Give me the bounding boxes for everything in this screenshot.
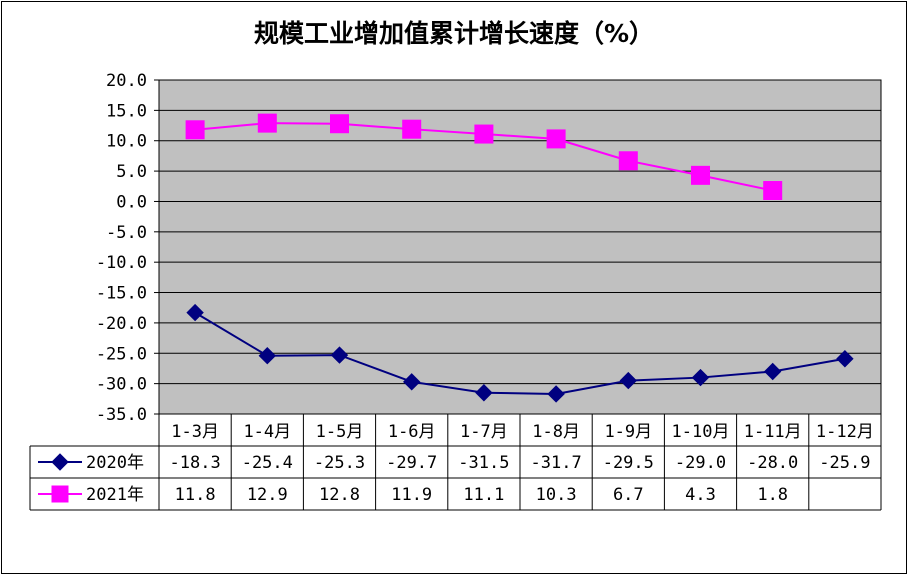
data-point-diamond (763, 362, 782, 381)
data-point-diamond (836, 350, 854, 368)
x-category-label: 1-10月 (672, 422, 730, 442)
x-category-label: 1-12月 (816, 422, 874, 442)
data-cell: -28.0 (747, 453, 798, 473)
y-tick-label: -25.0 (96, 344, 147, 364)
data-cell: 11.8 (175, 485, 216, 505)
data-cell: 6.7 (613, 485, 644, 505)
data-cell: -25.3 (314, 453, 365, 473)
x-category-label: 1-9月 (604, 422, 652, 442)
data-point-diamond (475, 384, 493, 402)
y-tick-label: -10.0 (96, 253, 147, 273)
data-point-square (185, 120, 205, 140)
data-point-diamond (330, 346, 349, 364)
data-cell: -25.9 (819, 453, 870, 473)
data-cell: 10.3 (536, 485, 577, 505)
data-point-diamond (619, 371, 638, 390)
data-point-diamond (402, 373, 421, 391)
data-point-square (691, 165, 710, 185)
data-cell: 11.9 (391, 485, 432, 505)
legend-marker-square (51, 485, 69, 503)
y-tick-label: -15.0 (96, 284, 147, 304)
y-tick-label: 10.0 (106, 132, 147, 152)
data-cell: -18.3 (170, 453, 221, 473)
x-category-label: 1-7月 (460, 422, 508, 442)
legend-marker-diamond (51, 453, 69, 471)
data-cell: 11.1 (463, 485, 504, 505)
x-category-label: 1-5月 (316, 422, 364, 442)
y-tick-label: 0.0 (116, 192, 147, 212)
data-point-diamond (186, 303, 204, 322)
y-tick-label: -20.0 (96, 314, 147, 334)
data-cell: 12.9 (247, 485, 288, 505)
x-category-label: 1-4月 (243, 422, 291, 442)
data-point-square (474, 124, 494, 144)
data-point-square (402, 119, 422, 139)
data-cell: -31.5 (458, 453, 509, 473)
data-cell: -29.0 (675, 453, 726, 473)
y-tick-label: 15.0 (106, 101, 147, 121)
data-point-square (330, 114, 349, 134)
x-category-label: 1-11月 (744, 422, 802, 442)
data-point-square (257, 113, 277, 133)
x-category-label: 1-3月 (171, 422, 219, 442)
chart-title: 规模工业增加值累计增长速度（%） (253, 19, 655, 48)
legend-label: 2021年 (86, 485, 144, 505)
data-point-diamond (691, 368, 710, 387)
data-cell: 4.3 (685, 485, 716, 505)
data-point-square (618, 151, 638, 171)
y-tick-label: 20.0 (106, 71, 147, 91)
data-point-square (763, 181, 783, 201)
data-point-diamond (258, 346, 277, 365)
data-cell: 12.8 (319, 485, 360, 505)
y-tick-label: -35.0 (96, 405, 147, 425)
data-point-square (546, 129, 566, 149)
series-line (194, 311, 846, 395)
y-tick-label: -5.0 (106, 223, 147, 243)
data-cell: -25.4 (242, 453, 293, 473)
data-point-diamond (547, 385, 565, 403)
data-cell: -29.5 (603, 453, 654, 473)
y-tick-label: 5.0 (116, 162, 147, 182)
data-cell: 1.8 (757, 485, 788, 505)
data-cell: -29.7 (386, 453, 437, 473)
y-tick-label: -30.0 (96, 375, 147, 395)
legend-label: 2020年 (86, 453, 144, 473)
x-category-label: 1-8月 (532, 422, 580, 442)
data-cell: -31.7 (531, 453, 582, 473)
x-category-label: 1-6月 (388, 422, 436, 442)
